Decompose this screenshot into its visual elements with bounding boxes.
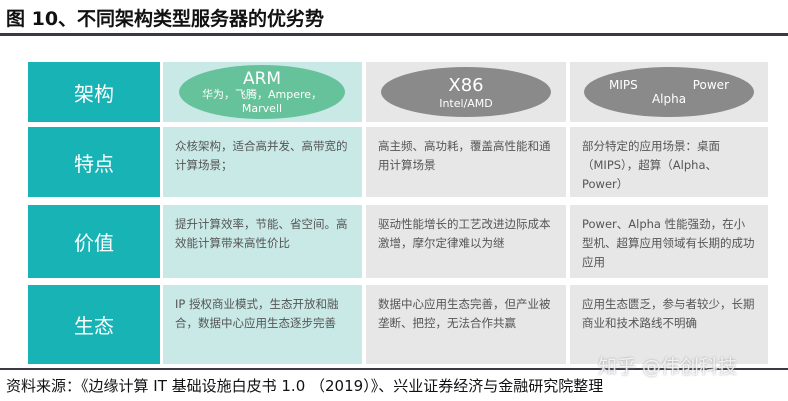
x86-header-cell: X86 Intel/AMD xyxy=(366,62,566,122)
other-header-cell: MIPS Power Alpha xyxy=(570,62,768,122)
arm-features: 众核架构，适合高并发、高带宽的计算场景； xyxy=(163,127,362,197)
arm-ellipse: ARM 华为，飞腾，Ampere， Marvell xyxy=(179,65,345,119)
x86-name: X86 xyxy=(448,74,484,96)
other-ecosystem: 应用生态匮乏，参与者较少，长期商业和技术路线不明确 xyxy=(570,285,768,364)
arm-header-cell: ARM 华为，飞腾，Ampere， Marvell xyxy=(163,62,362,122)
row-label-features: 特点 xyxy=(28,127,160,197)
x86-ellipse: X86 Intel/AMD xyxy=(381,67,551,117)
arm-vendors-2: Marvell xyxy=(241,101,283,115)
x86-value: 驱动性能增长的工艺改进边际成本激增，摩尔定律难以为继 xyxy=(366,205,566,278)
figure-title: 图 10、不同架构类型服务器的优劣势 xyxy=(6,8,325,30)
x86-features: 高主频、高功耗，覆盖高性能和通用计算场景 xyxy=(366,127,566,197)
source-note: 资料来源：《边缘计算 IT 基础设施白皮书 1.0 （2019）》、兴业证券经济… xyxy=(6,377,604,395)
x86-ecosystem: 数据中心应用生态完善，但产业被垄断、把控，无法合作共赢 xyxy=(366,285,566,364)
other-features: 部分特定的应用场景：桌面（MIPS），超算（Alpha、Power） xyxy=(570,127,768,197)
footer-divider xyxy=(0,368,788,370)
row-label-architecture: 架构 xyxy=(28,62,160,122)
arm-value: 提升计算效率，节能、省空间。高效能计算带来高性价比 xyxy=(163,205,362,278)
watermark: 知乎 @伟创科技 xyxy=(598,356,738,378)
mips-label: MIPS xyxy=(609,78,638,92)
alpha-label: Alpha xyxy=(651,92,687,106)
other-ellipse: MIPS Power Alpha xyxy=(584,67,754,117)
arm-name: ARM xyxy=(242,68,282,89)
x86-vendors: Intel/AMD xyxy=(439,96,493,110)
row-label-ecosystem: 生态 xyxy=(28,285,160,364)
power-label: Power xyxy=(692,78,729,92)
arm-vendors: 华为，飞腾，Ampere， xyxy=(201,87,323,101)
arm-ecosystem: IP 授权商业模式，生态开放和融合，数据中心应用生态逐步完善 xyxy=(163,285,362,364)
row-label-value: 价值 xyxy=(28,205,160,278)
other-value: Power、Alpha 性能强劲，在小型机、超算应用领域有长期的成功应用 xyxy=(570,205,768,278)
title-divider xyxy=(0,33,788,36)
